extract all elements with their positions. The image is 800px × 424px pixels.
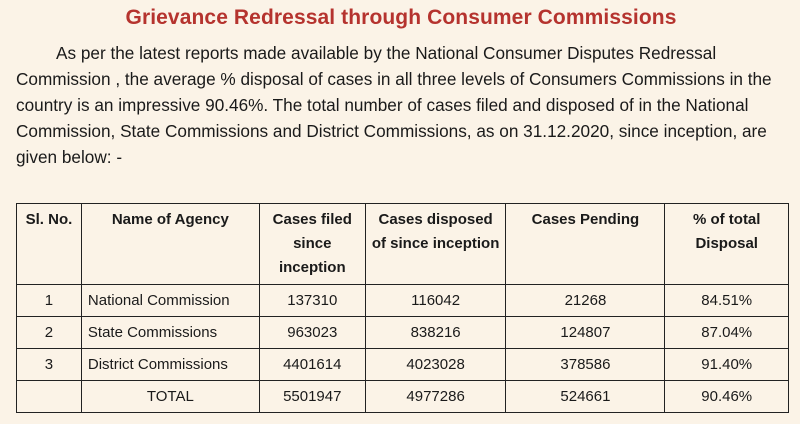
table-row: 1 National Commission 137310 116042 2126… [16,284,789,317]
cell-percent-disposal: 87.04% [664,316,789,349]
cell-total-percent: 90.46% [664,380,789,413]
table-row: 2 State Commissions 963023 838216 124807… [16,316,789,349]
header-percent-disposal: % of total Disposal [664,203,789,285]
cell-percent-disposal: 91.40% [664,348,789,381]
cases-table: Sl. No. Name of Agency Cases filed since… [16,203,789,413]
cell-agency: National Commission [80,284,260,317]
cell-cases-filed: 137310 [258,284,366,317]
cell-sl-no: 2 [16,316,82,349]
header-cases-filed: Cases filed since inception [258,203,366,285]
cell-cases-filed: 963023 [258,316,366,349]
cell-percent-disposal: 84.51% [664,284,789,317]
table-row: 3 District Commissions 4401614 4023028 3… [16,348,789,381]
cell-total-blank [16,380,82,413]
cell-cases-pending: 21268 [505,284,666,317]
header-cases-pending: Cases Pending [505,203,666,285]
cell-sl-no: 3 [16,348,82,381]
cell-agency: State Commissions [80,316,260,349]
cell-cases-disposed: 4023028 [364,348,507,381]
header-cases-disposed: Cases disposed of since inception [364,203,507,285]
page-title: Grievance Redressal through Consumer Com… [125,6,677,29]
cell-cases-filed: 4401614 [258,348,366,381]
cell-cases-pending: 124807 [505,316,666,349]
cell-sl-no: 1 [16,284,82,317]
cell-total-filed: 5501947 [258,380,366,413]
header-agency: Name of Agency [80,203,260,285]
cell-total-disposed: 4977286 [364,380,507,413]
table-total-row: TOTAL 5501947 4977286 524661 90.46% [16,380,789,413]
table-header-row: Sl. No. Name of Agency Cases filed since… [16,203,789,285]
cell-cases-disposed: 838216 [364,316,507,349]
header-sl-no: Sl. No. [16,203,82,285]
cell-total-label: TOTAL [80,380,260,413]
cell-agency: District Commissions [80,348,260,381]
intro-paragraph: As per the latest reports made available… [16,43,772,167]
cell-total-pending: 524661 [505,380,666,413]
cell-cases-disposed: 116042 [364,284,507,317]
cell-cases-pending: 378586 [505,348,666,381]
